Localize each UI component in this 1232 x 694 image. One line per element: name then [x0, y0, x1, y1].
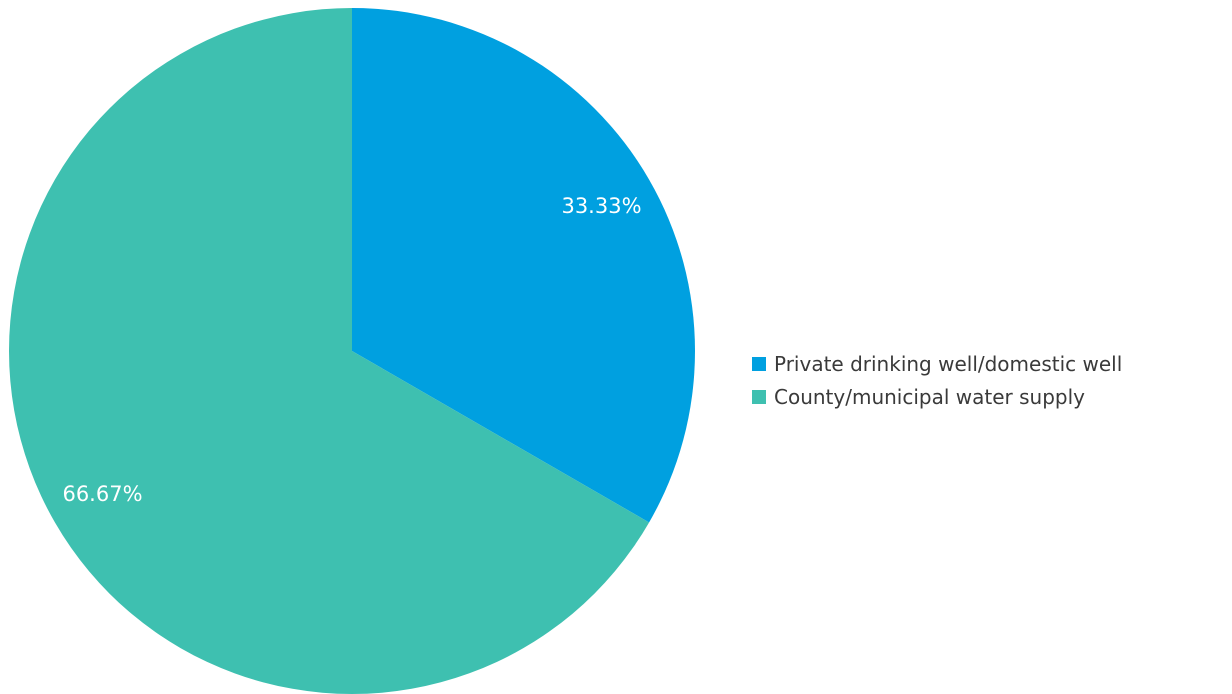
- pie-slice-private-well: [352, 8, 696, 523]
- slice-label-private-well: 33.33%: [561, 194, 641, 218]
- legend-item-private-well: Private drinking well/domestic well: [752, 351, 1122, 377]
- slice-label-municipal-water: 66.67%: [62, 482, 142, 506]
- chart-legend: Private drinking well/domestic well Coun…: [752, 351, 1122, 410]
- pie-slice-municipal-water: [9, 8, 650, 694]
- legend-swatch-municipal-water: [752, 390, 766, 404]
- legend-label-private-well: Private drinking well/domestic well: [774, 352, 1123, 376]
- legend-label-municipal-water: County/municipal water supply: [774, 385, 1085, 409]
- legend-item-municipal-water: County/municipal water supply: [752, 384, 1122, 410]
- legend-swatch-private-well: [752, 357, 766, 371]
